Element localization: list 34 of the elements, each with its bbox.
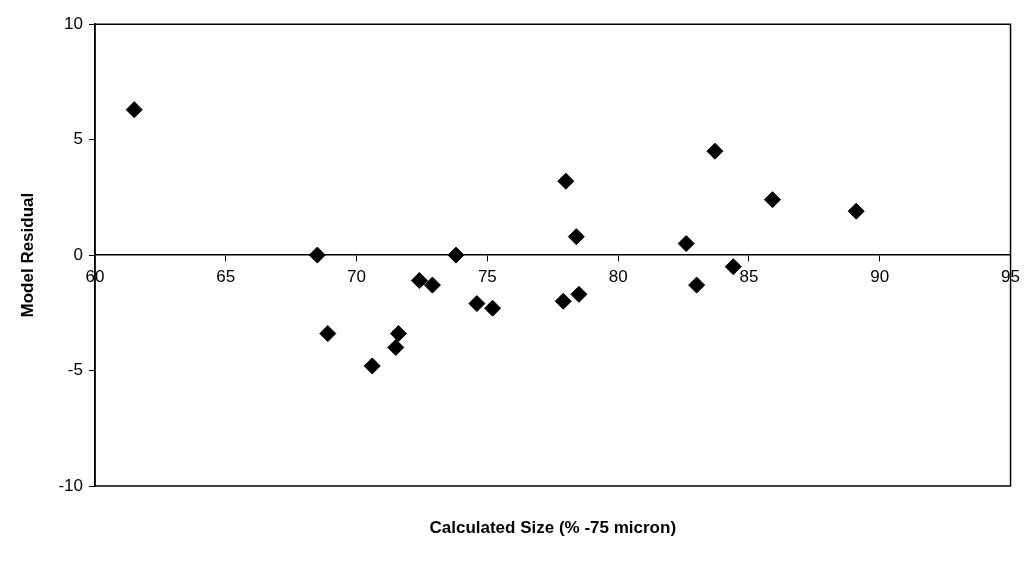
x-axis-title: Calculated Size (% -75 micron) <box>429 517 677 537</box>
point <box>688 276 706 294</box>
y-tick-label: -10 <box>58 475 83 495</box>
point <box>847 202 865 220</box>
point <box>557 172 575 190</box>
x-tick-label: 85 <box>739 266 759 286</box>
y-tick-label: 0 <box>73 244 83 264</box>
x-tick-label: 80 <box>608 266 628 286</box>
point <box>447 246 465 264</box>
point <box>570 285 588 303</box>
point <box>363 357 381 375</box>
x-tick-label: 65 <box>216 266 236 286</box>
x-tick-label: 75 <box>477 266 497 286</box>
point <box>484 299 502 317</box>
x-tick-label: 90 <box>870 266 890 286</box>
point <box>319 325 337 343</box>
x-tick-label: 70 <box>347 266 367 286</box>
point <box>706 142 724 160</box>
point <box>389 325 407 343</box>
point <box>677 235 695 253</box>
y-tick-label: 5 <box>73 129 83 149</box>
point <box>554 292 572 310</box>
point <box>764 191 781 209</box>
point <box>423 276 441 294</box>
point <box>308 246 326 264</box>
point <box>125 101 143 119</box>
point <box>567 228 585 246</box>
point <box>387 338 405 356</box>
point <box>724 258 742 276</box>
point <box>410 272 428 289</box>
point <box>468 295 486 313</box>
y-tick-label: -5 <box>67 360 83 380</box>
y-axis-title: Model Residual <box>17 192 37 318</box>
y-tick-label: 10 <box>64 13 83 33</box>
